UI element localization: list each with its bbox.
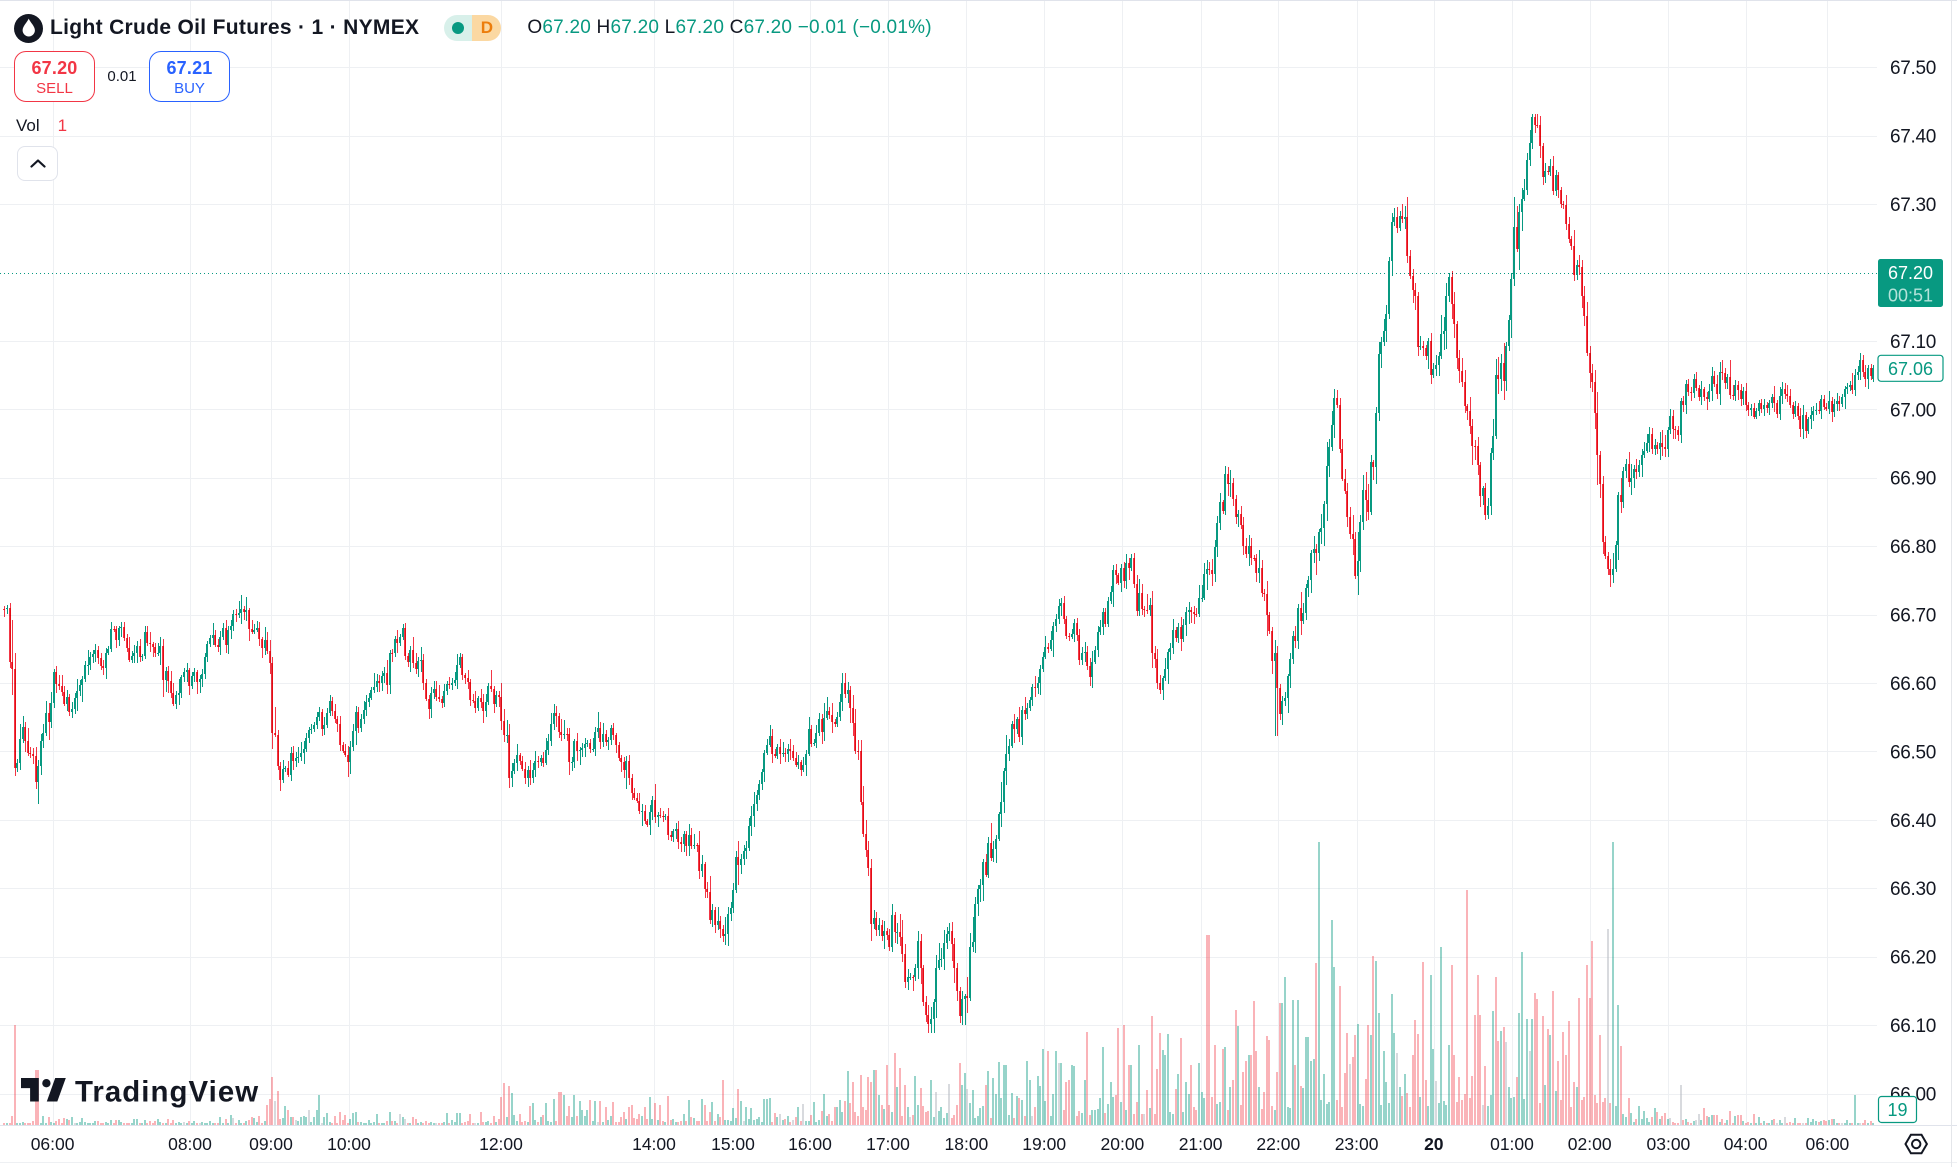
svg-text:66.10: 66.10 — [1890, 1016, 1936, 1037]
svg-text:67.40: 67.40 — [1890, 127, 1936, 148]
svg-text:23:00: 23:00 — [1335, 1134, 1379, 1154]
svg-text:66.20: 66.20 — [1890, 948, 1936, 969]
svg-text:66.70: 66.70 — [1890, 606, 1936, 627]
svg-text:04:00: 04:00 — [1724, 1134, 1768, 1154]
svg-text:TradingView: TradingView — [75, 1075, 259, 1108]
svg-text:06:00: 06:00 — [1806, 1134, 1850, 1154]
svg-text:67.30: 67.30 — [1890, 195, 1936, 216]
svg-text:15:00: 15:00 — [711, 1134, 755, 1154]
svg-text:67.00: 67.00 — [1890, 400, 1936, 421]
svg-text:66.60: 66.60 — [1890, 674, 1936, 695]
svg-text:19: 19 — [1887, 1100, 1907, 1120]
svg-text:02:00: 02:00 — [1568, 1134, 1612, 1154]
svg-text:08:00: 08:00 — [168, 1134, 212, 1154]
svg-text:18:00: 18:00 — [945, 1134, 989, 1154]
svg-text:00:51: 00:51 — [1888, 286, 1933, 306]
svg-text:06:00: 06:00 — [31, 1134, 75, 1154]
svg-text:67.20: 67.20 — [1888, 263, 1933, 283]
svg-text:67.10: 67.10 — [1890, 332, 1936, 353]
svg-text:03:00: 03:00 — [1647, 1134, 1691, 1154]
svg-text:16:00: 16:00 — [788, 1134, 832, 1154]
svg-text:20: 20 — [1424, 1134, 1444, 1154]
svg-text:20:00: 20:00 — [1101, 1134, 1145, 1154]
svg-text:66.50: 66.50 — [1890, 742, 1936, 763]
svg-text:21:00: 21:00 — [1179, 1134, 1223, 1154]
svg-text:66.40: 66.40 — [1890, 811, 1936, 832]
svg-text:10:00: 10:00 — [327, 1134, 371, 1154]
svg-text:17:00: 17:00 — [866, 1134, 910, 1154]
svg-text:66.80: 66.80 — [1890, 537, 1936, 558]
svg-text:67.06: 67.06 — [1888, 359, 1933, 379]
svg-text:66.30: 66.30 — [1890, 879, 1936, 900]
svg-text:19:00: 19:00 — [1022, 1134, 1066, 1154]
svg-text:67.50: 67.50 — [1890, 58, 1936, 79]
svg-text:09:00: 09:00 — [249, 1134, 293, 1154]
svg-text:01:00: 01:00 — [1490, 1134, 1534, 1154]
svg-text:12:00: 12:00 — [479, 1134, 523, 1154]
svg-text:66.90: 66.90 — [1890, 469, 1936, 490]
svg-text:14:00: 14:00 — [632, 1134, 676, 1154]
svg-text:22:00: 22:00 — [1256, 1134, 1300, 1154]
